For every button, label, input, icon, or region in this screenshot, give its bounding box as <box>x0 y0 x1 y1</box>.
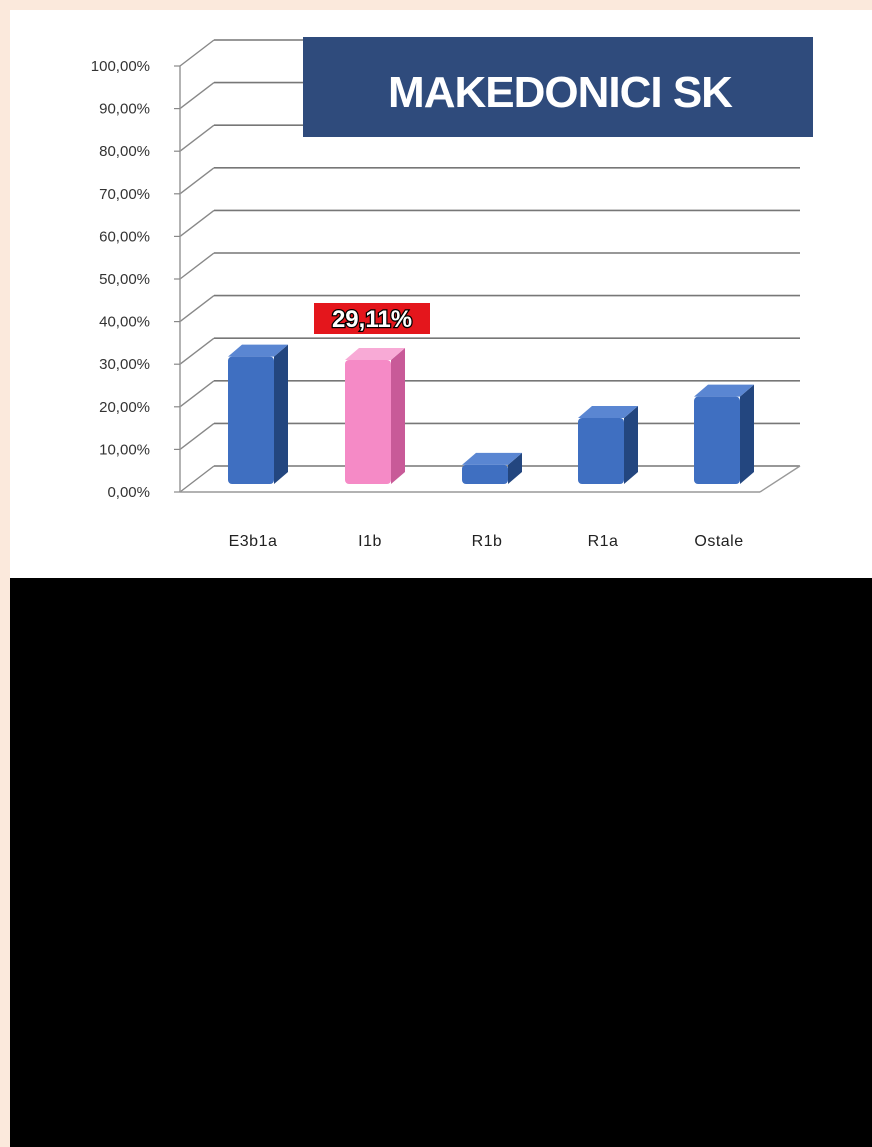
bars <box>228 344 754 484</box>
bar-R1b <box>462 452 522 484</box>
chart-title: MAKEDONICI SK <box>388 68 733 117</box>
x-tick-label: R1a <box>588 533 619 550</box>
bar-side <box>508 452 522 484</box>
bar-Ostale <box>694 384 754 484</box>
gridline-depth <box>179 209 215 237</box>
x-axis: E3b1a I1b R1b R1a Ostale <box>229 533 744 550</box>
gridline-depth <box>179 82 215 110</box>
floor-side <box>759 465 801 493</box>
x-tick-label: E3b1a <box>229 533 278 550</box>
gridline-depth <box>179 252 215 280</box>
y-tick-label: 30,00% <box>99 356 150 373</box>
y-axis: 0,00% 10,00% 20,00% 30,00% 40,00% 50,00% 60,00… <box>91 58 181 501</box>
gridline-depth <box>179 124 215 152</box>
bar-top <box>462 452 522 465</box>
bar-front <box>578 417 624 484</box>
bar-side <box>624 405 638 484</box>
bar-top <box>694 384 754 397</box>
bar-front <box>345 359 391 484</box>
blank-area <box>10 578 872 1147</box>
bar-top <box>228 344 288 357</box>
bar-top <box>345 347 405 360</box>
x-tick-label: R1b <box>472 533 503 550</box>
y-tick-label: 60,00% <box>99 228 150 245</box>
y-tick-label: 70,00% <box>99 186 150 203</box>
title-box: MAKEDONICI SK <box>303 37 813 137</box>
gridline-depth <box>179 422 215 450</box>
gridline-depth <box>179 380 215 408</box>
y-tick-label: 0,00% <box>107 484 150 501</box>
bar-chart: 0,00% 10,00% 20,00% 30,00% 40,00% 50,00% 60,00… <box>91 37 813 550</box>
y-tick-label: 10,00% <box>99 441 150 458</box>
bar-I1b <box>345 347 405 484</box>
gridline-depth <box>179 465 215 493</box>
x-tick-label: I1b <box>358 533 382 550</box>
bar-side <box>740 384 754 484</box>
y-tick-label: 90,00% <box>99 101 150 118</box>
bar-front <box>228 356 274 484</box>
x-tick-label: Ostale <box>694 533 743 550</box>
y-tick-label: 100,00% <box>91 58 150 75</box>
gridline-depth <box>179 39 215 67</box>
bar-side <box>274 344 288 484</box>
bar-front <box>462 464 508 484</box>
gridline-depth <box>179 167 215 195</box>
data-label: 29,11% <box>332 306 412 333</box>
y-tick-label: 40,00% <box>99 314 150 331</box>
bar-front <box>694 396 740 484</box>
y-tick-label: 80,00% <box>99 143 150 160</box>
top-border <box>0 0 872 10</box>
gridline-depth <box>179 295 215 323</box>
bar-top <box>578 405 638 418</box>
y-tick-label: 50,00% <box>99 271 150 288</box>
y-tick-label: 20,00% <box>99 399 150 416</box>
bar-E3b1a <box>228 344 288 484</box>
bar-R1a <box>578 405 638 484</box>
bar-side <box>391 347 405 484</box>
left-border <box>0 0 10 1147</box>
data-label-box: 29,11% <box>314 303 430 334</box>
gridline-depth <box>179 337 215 365</box>
